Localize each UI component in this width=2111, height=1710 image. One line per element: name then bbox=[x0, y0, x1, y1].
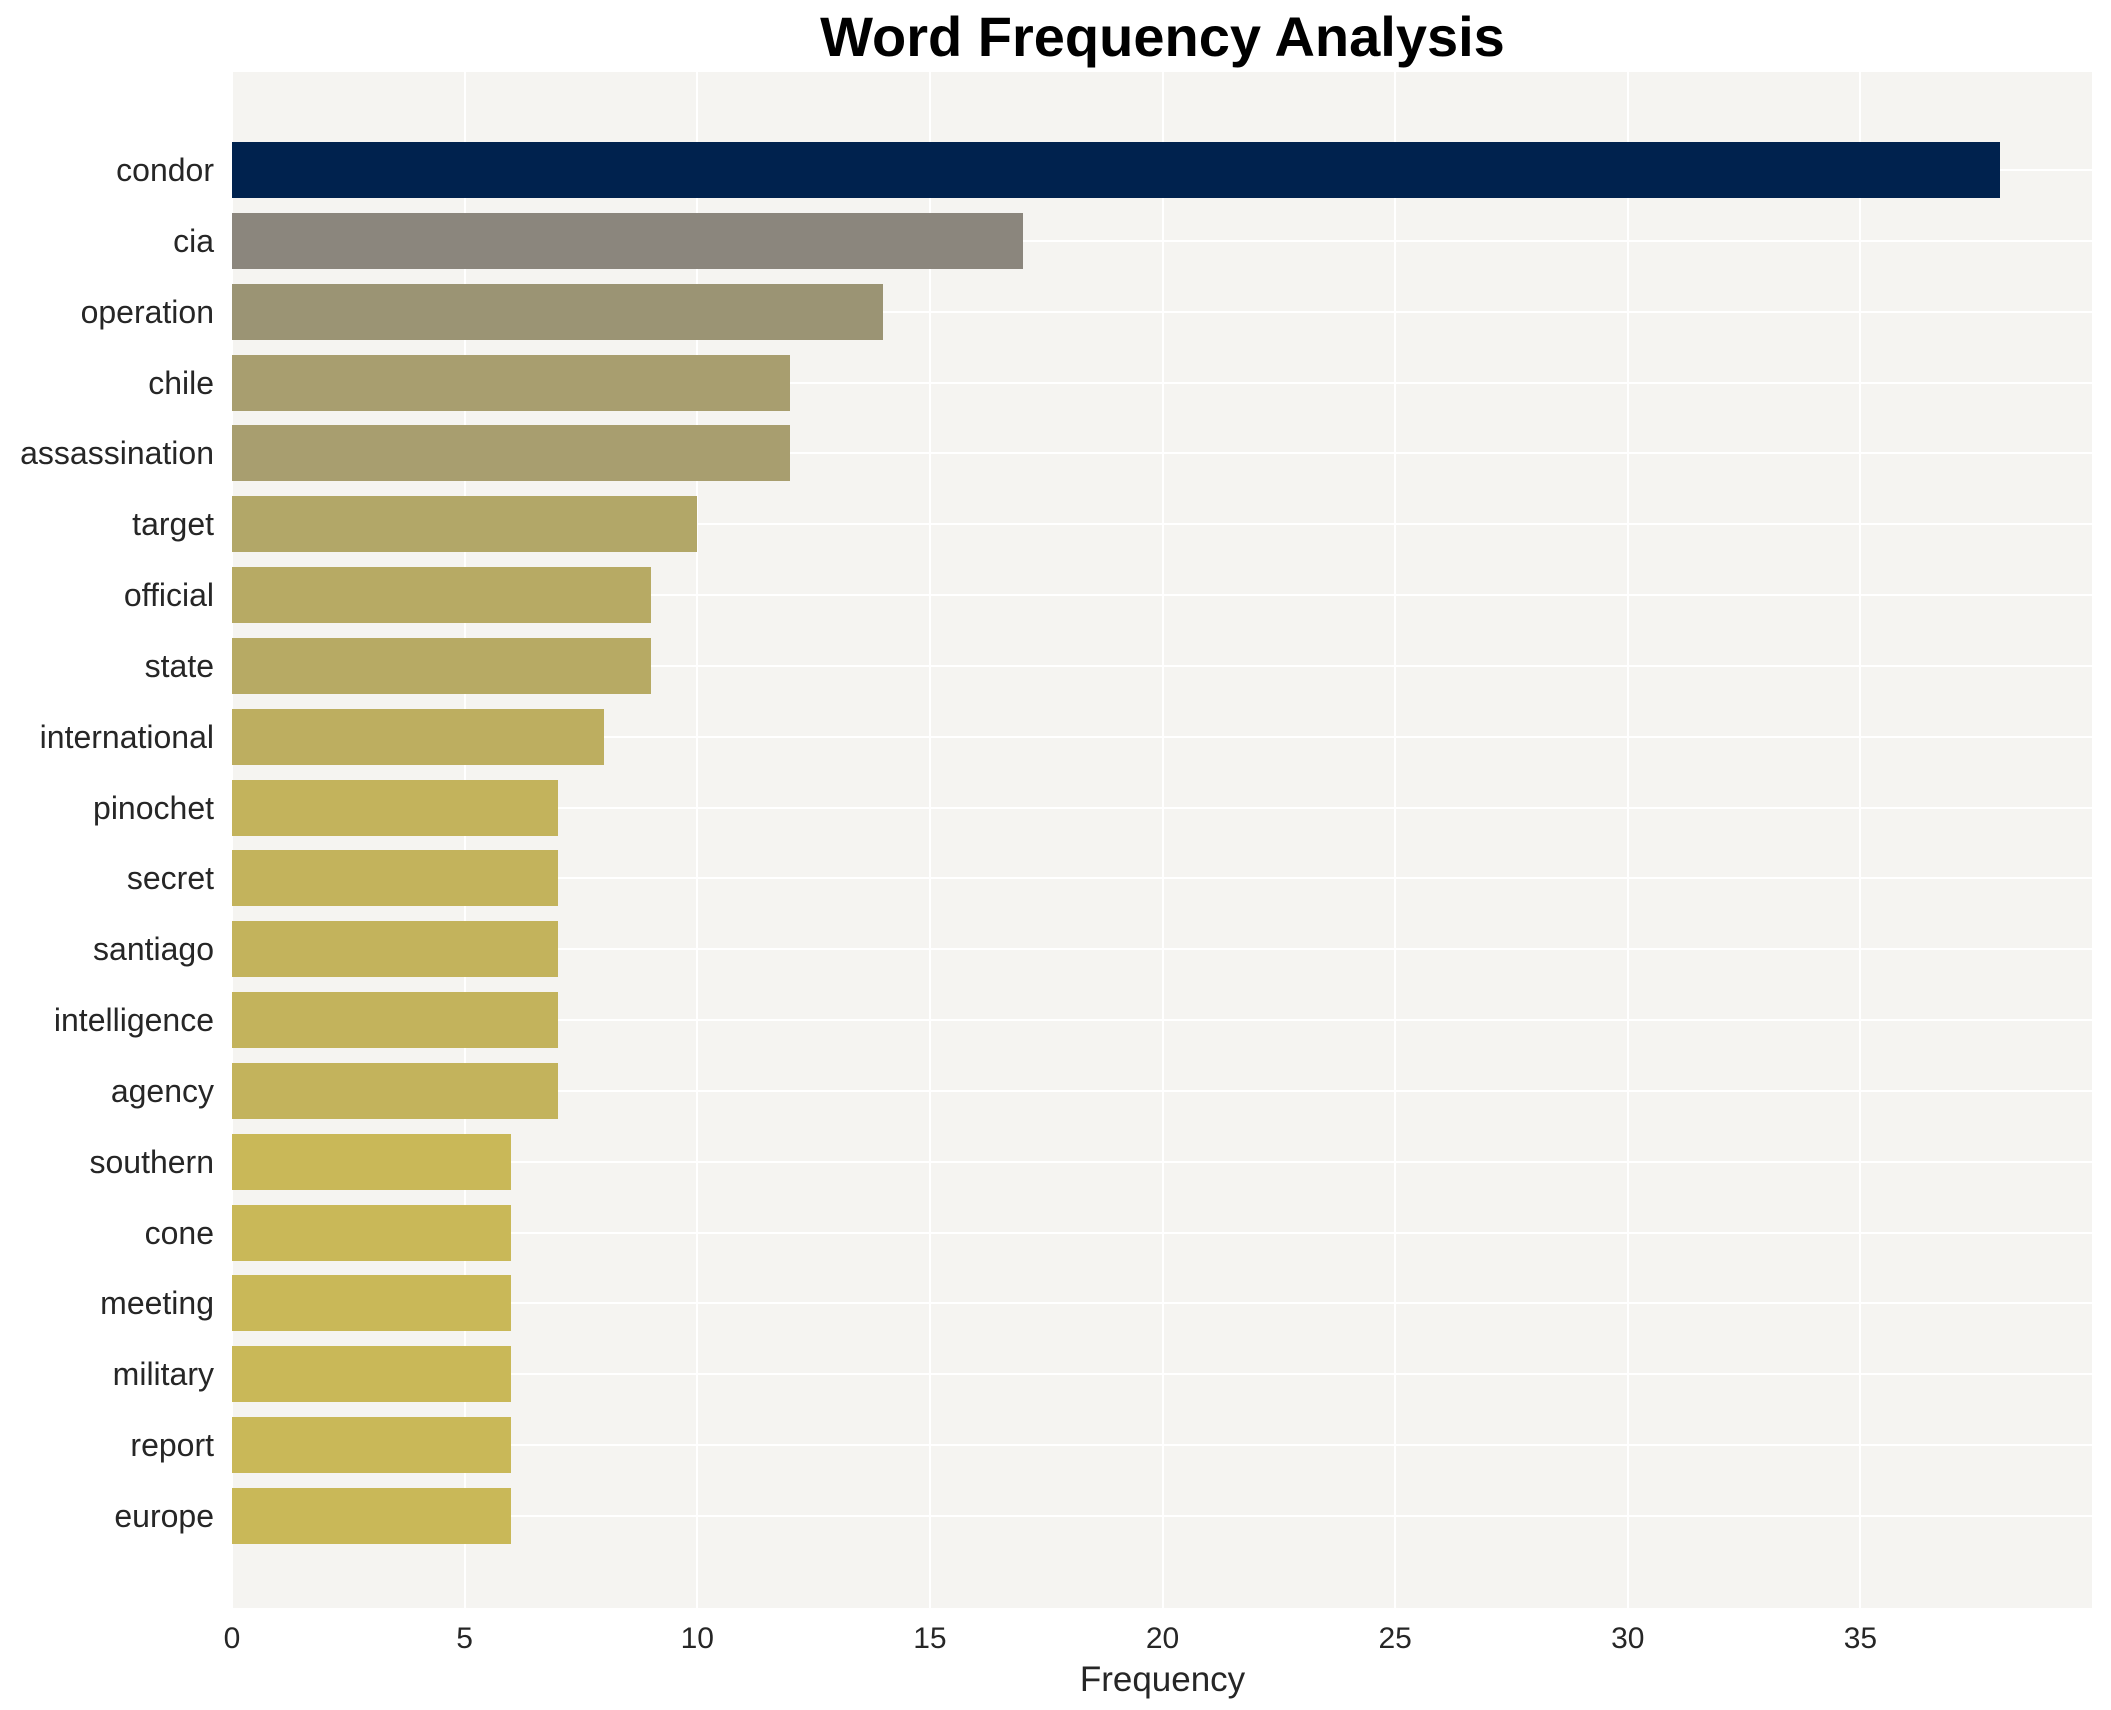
ytick-label-europe: europe bbox=[114, 1497, 214, 1534]
gridline-y-europe bbox=[232, 1514, 2093, 1517]
gridline-x-25 bbox=[1394, 72, 1397, 1608]
gridline-y-state bbox=[232, 664, 2093, 667]
xtick-label-30: 30 bbox=[1611, 1622, 1645, 1655]
bar-agency bbox=[232, 1062, 558, 1119]
bar-military bbox=[232, 1346, 512, 1403]
bar-chile bbox=[232, 354, 791, 411]
ytick-label-chile: chile bbox=[148, 364, 214, 401]
xtick-label-5: 5 bbox=[456, 1622, 473, 1655]
ytick-label-santiago: santiago bbox=[93, 931, 214, 968]
bar-southern bbox=[232, 1133, 512, 1190]
bar-assassination bbox=[232, 425, 791, 482]
bar-cone bbox=[232, 1204, 512, 1261]
plot-area bbox=[231, 72, 2094, 1608]
gridline-y-agency bbox=[232, 1089, 2093, 1092]
ytick-label-cone: cone bbox=[144, 1214, 214, 1251]
gridline-x-30 bbox=[1626, 72, 1629, 1608]
gridline-x-5 bbox=[463, 72, 466, 1608]
ytick-label-target: target bbox=[132, 506, 214, 543]
ytick-label-state: state bbox=[144, 647, 214, 684]
ytick-label-intelligence: intelligence bbox=[53, 1002, 214, 1039]
bar-santiago bbox=[232, 921, 558, 978]
ytick-label-cia: cia bbox=[173, 222, 214, 259]
gridline-y-assassination bbox=[232, 452, 2093, 455]
ytick-label-military: military bbox=[112, 1356, 214, 1393]
ytick-label-secret: secret bbox=[126, 860, 214, 897]
bar-report bbox=[232, 1417, 512, 1474]
ytick-label-pinochet: pinochet bbox=[93, 789, 214, 826]
gridline-y-secret bbox=[232, 877, 2093, 880]
gridline-y-target bbox=[232, 523, 2093, 526]
gridline-x-35 bbox=[1859, 72, 1862, 1608]
xtick-label-15: 15 bbox=[913, 1622, 947, 1655]
ytick-label-southern: southern bbox=[89, 1143, 214, 1180]
x-axis-label: Frequency bbox=[1079, 1660, 1246, 1699]
ytick-label-international: international bbox=[39, 718, 214, 755]
bar-cia bbox=[232, 212, 1023, 269]
bar-secret bbox=[232, 850, 558, 907]
gridline-y-operation bbox=[232, 310, 2093, 313]
ytick-label-assassination: assassination bbox=[20, 435, 214, 472]
gridline-y-southern bbox=[232, 1160, 2093, 1163]
gridline-y-official bbox=[232, 594, 2093, 597]
xtick-label-35: 35 bbox=[1843, 1622, 1878, 1655]
ytick-label-condor: condor bbox=[116, 152, 214, 188]
gridline-x-40 bbox=[2092, 72, 2094, 1608]
bar-intelligence bbox=[232, 992, 558, 1049]
gridline-y-pinochet bbox=[232, 806, 2093, 809]
gridline-y-intelligence bbox=[232, 1019, 2093, 1022]
ytick-label-meeting: meeting bbox=[100, 1285, 214, 1322]
bar-state bbox=[232, 637, 651, 694]
gridline-x-10 bbox=[696, 72, 699, 1608]
bar-target bbox=[232, 496, 698, 553]
gridline-y-report bbox=[232, 1444, 2093, 1447]
ytick-label-operation: operation bbox=[80, 293, 214, 330]
bar-pinochet bbox=[232, 779, 558, 836]
chart-title: Word Frequency Analysis bbox=[820, 5, 1505, 68]
bar-europe bbox=[232, 1487, 512, 1544]
ytick-label-report: report bbox=[130, 1427, 214, 1464]
ytick-label-official: official bbox=[123, 577, 214, 614]
ytick-label-agency: agency bbox=[110, 1072, 214, 1109]
gridline-y-military bbox=[232, 1373, 2093, 1376]
xtick-label-20: 20 bbox=[1145, 1622, 1180, 1655]
gridline-x-20 bbox=[1161, 72, 1164, 1608]
bar-operation bbox=[232, 283, 884, 340]
bar-official bbox=[232, 567, 651, 624]
gridline-y-meeting bbox=[232, 1302, 2093, 1305]
gridline-y-cia bbox=[232, 239, 2093, 242]
bar-meeting bbox=[232, 1275, 512, 1332]
gridline-y-santiago bbox=[232, 948, 2093, 951]
xtick-label-25: 25 bbox=[1378, 1622, 1412, 1655]
gridline-x-15 bbox=[928, 72, 931, 1608]
xtick-label-10: 10 bbox=[680, 1622, 714, 1655]
bar-condor bbox=[232, 142, 2000, 198]
gridline-y-chile bbox=[232, 381, 2093, 384]
gridline-y-cone bbox=[232, 1231, 2093, 1234]
xtick-label-0: 0 bbox=[223, 1622, 241, 1655]
bar-international bbox=[232, 708, 605, 765]
gridline-x-0 bbox=[231, 72, 233, 1608]
gridline-y-international bbox=[232, 735, 2093, 738]
